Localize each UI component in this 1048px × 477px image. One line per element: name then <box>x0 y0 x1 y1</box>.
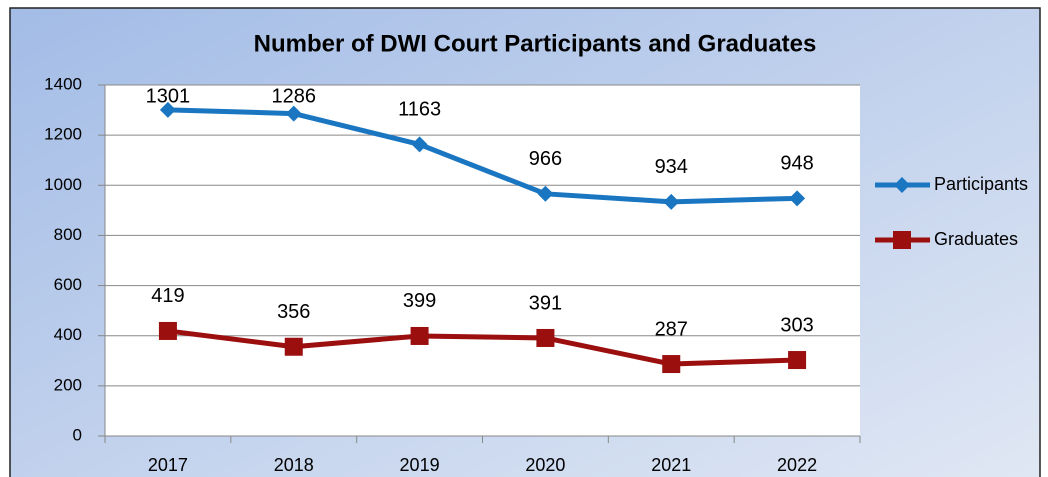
y-tick-label: 0 <box>73 425 82 444</box>
y-tick-label: 200 <box>54 375 82 394</box>
point <box>894 177 910 193</box>
y-tick-label: 400 <box>54 325 82 344</box>
y-tick-label: 800 <box>54 225 82 244</box>
plot-area <box>105 85 860 436</box>
point <box>662 355 681 374</box>
x-tick-label: 2022 <box>777 455 817 475</box>
data-label: 287 <box>655 318 688 340</box>
series-line <box>167 328 798 367</box>
legend-label: Participants <box>934 174 1028 194</box>
point <box>663 193 680 210</box>
y-tick-label: 1000 <box>44 175 82 194</box>
series-line <box>167 107 798 205</box>
legend-label: Graduates <box>934 229 1018 249</box>
x-tick-label: 2019 <box>400 455 440 475</box>
y-tick-label: 600 <box>54 275 82 294</box>
data-label: 391 <box>529 292 562 314</box>
x-tick-label: 2017 <box>148 455 188 475</box>
point <box>893 231 911 249</box>
data-label: 303 <box>780 314 813 336</box>
point <box>158 321 177 340</box>
y-tick-label: 1400 <box>44 74 82 93</box>
x-tick-label: 2020 <box>525 455 565 475</box>
point <box>159 101 176 118</box>
point <box>411 136 428 153</box>
point <box>536 328 555 347</box>
data-label: 1163 <box>398 99 441 121</box>
point <box>285 105 302 122</box>
point <box>284 337 303 356</box>
data-label: 948 <box>780 153 813 175</box>
point <box>789 190 806 207</box>
data-label: 966 <box>529 148 562 170</box>
data-label: 419 <box>151 285 184 307</box>
data-label: 934 <box>655 156 688 178</box>
data-label: 1301 <box>146 85 191 107</box>
y-tick-label: 1200 <box>44 125 82 144</box>
x-tick-label: 2018 <box>274 455 314 475</box>
point <box>537 185 554 202</box>
data-label: 1286 <box>272 85 317 107</box>
x-tick-label: 2021 <box>651 455 691 475</box>
chart-title: Number of DWI Court Participants and Gra… <box>254 30 817 57</box>
data-label: 356 <box>277 301 310 323</box>
point <box>788 351 807 370</box>
point <box>410 326 429 345</box>
data-label: 399 <box>403 290 436 312</box>
